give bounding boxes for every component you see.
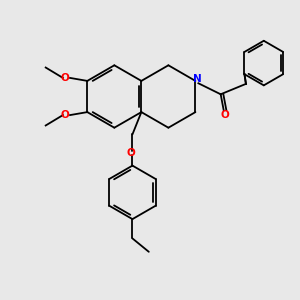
Text: O: O xyxy=(61,110,69,120)
Text: O: O xyxy=(61,73,69,83)
Text: O: O xyxy=(127,148,135,158)
Text: N: N xyxy=(193,74,201,84)
Text: O: O xyxy=(221,110,230,120)
